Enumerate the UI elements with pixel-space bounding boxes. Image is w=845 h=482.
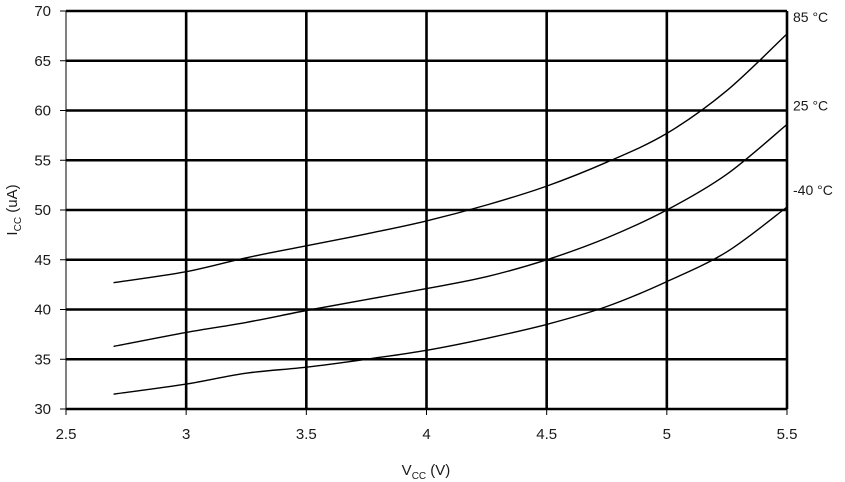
y-tick-label: 30: [34, 401, 51, 418]
x-tick-label: 4.5: [536, 426, 557, 443]
y-tick-label: 65: [34, 53, 51, 70]
grid: [60, 9, 789, 415]
x-tick-label: 5.5: [777, 426, 798, 443]
series-line-0: [113, 33, 788, 284]
y-tick-label: 55: [34, 152, 51, 169]
series-line-2: [113, 206, 788, 395]
series-label-2: -40 °C: [793, 182, 833, 198]
y-tick-label: 35: [34, 351, 51, 368]
x-tick-label: 3: [182, 426, 190, 443]
x-tick-label: 3.5: [296, 426, 317, 443]
y-tick-label: 60: [34, 103, 51, 120]
series-lines: [113, 33, 788, 395]
series-line-1: [113, 123, 788, 347]
x-tick-label: 2.5: [56, 426, 77, 443]
series-labels: 85 °C 25 °C -40 °C: [793, 9, 833, 198]
series-label-0: 85 °C: [793, 9, 828, 25]
series-label-1: 25 °C: [793, 97, 828, 113]
y-tick-label: 50: [34, 202, 51, 219]
x-tick-labels: 2.5 3 3.5 4 4.5 5 5.5: [56, 426, 798, 443]
y-tick-label: 40: [34, 302, 51, 319]
y-axis-title: ICC (uA): [4, 184, 24, 235]
y-tick-label: 45: [34, 252, 51, 269]
x-axis-title: VCC (V): [402, 462, 451, 482]
x-tick-label: 4: [422, 426, 430, 443]
y-tick-label: 70: [34, 3, 51, 20]
x-tick-label: 5: [663, 426, 671, 443]
y-tick-labels: 30 35 40 45 50 55 60 65 70: [34, 3, 51, 418]
